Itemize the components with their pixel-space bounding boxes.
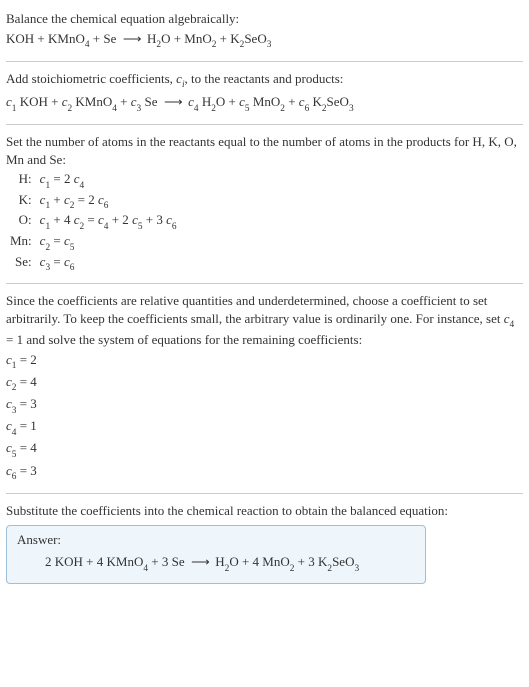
atom-equations-table: H:c1 = 2 c4 K:c1 + c2 = 2 c6 O:c1 + 4 c2… [6,170,181,273]
unbalanced-equation: KOH + KMnO4 + Se ⟶ H2O + MnO2 + K2SeO3 [6,30,523,51]
table-row: Mn:c2 = c5 [6,232,181,253]
separator [6,493,523,494]
set-atoms-text: Set the number of atoms in the reactants… [6,133,523,168]
coefficient-list: c1 = 2 c2 = 4 c3 = 3 c4 = 1 c5 = 4 c6 = … [6,351,523,483]
add-coeffs-text: Add stoichiometric coefficients, ci, to … [6,70,523,91]
underdetermined-text: Since the coefficients are relative quan… [6,292,523,348]
balance-title: Balance the chemical equation algebraica… [6,10,523,28]
substitute-text: Substitute the coefficients into the che… [6,502,523,520]
table-row: H:c1 = 2 c4 [6,170,181,191]
separator [6,61,523,62]
table-row: O:c1 + 4 c2 = c4 + 2 c5 + 3 c6 [6,211,181,232]
answer-box: Answer: 2 KOH + 4 KMnO4 + 3 Se ⟶ H2O + 4… [6,525,426,584]
separator [6,283,523,284]
table-row: Se:c3 = c6 [6,253,181,274]
coeff-equation: c1 KOH + c2 KMnO4 + c3 Se ⟶ c4 H2O + c5 … [6,93,523,114]
balanced-equation: 2 KOH + 4 KMnO4 + 3 Se ⟶ H2O + 4 MnO2 + … [17,554,415,573]
separator [6,124,523,125]
table-row: K:c1 + c2 = 2 c6 [6,191,181,212]
answer-header: Answer: [17,532,415,548]
